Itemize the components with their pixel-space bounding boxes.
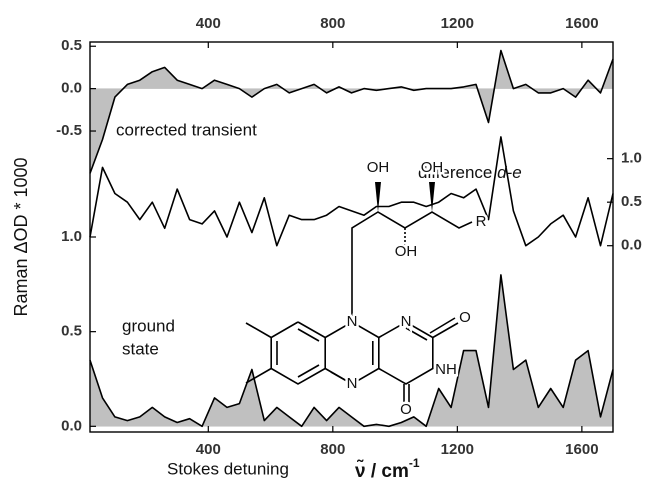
y-tick-label: -0.5 — [56, 122, 82, 139]
atom-label: N — [347, 375, 358, 392]
y2-tick-label: 1.0 — [621, 150, 642, 167]
x-tick-label: 1200 — [441, 441, 474, 458]
wedge — [375, 182, 381, 212]
atom-label: OH — [367, 159, 390, 176]
x-tick-label: 1600 — [565, 15, 598, 32]
atom-label: N — [347, 313, 358, 330]
x-tick-label: 1600 — [565, 441, 598, 458]
x-tick-label: 400 — [196, 441, 221, 458]
wedge — [429, 182, 435, 212]
atom-label: O — [400, 401, 412, 418]
y-tick-label: 0.0 — [61, 80, 82, 97]
atom-label: NH — [435, 361, 457, 378]
atom-label: OH — [421, 159, 444, 176]
x-axis-label: Stokes detuning — [167, 459, 289, 478]
plot — [89, 49, 614, 428]
molecule: OH OH OH R N N N O NH O — [245, 156, 489, 420]
annotation: difference d-e — [418, 163, 522, 182]
y2-tick-label: 0.0 — [621, 237, 642, 254]
atom-label: OH — [395, 243, 418, 260]
spectrum-line — [89, 274, 614, 428]
area-fill — [90, 50, 613, 174]
y-axis-label: Raman ΔOD * 1000 — [11, 157, 31, 316]
y2-tick-label: 0.5 — [621, 193, 642, 210]
x-tick-label: 400 — [196, 15, 221, 32]
x-axis-unit: ν̃ / cm-1 — [355, 456, 420, 482]
x-tick-label: 800 — [320, 441, 345, 458]
spectrum-line — [89, 136, 614, 247]
atom-label: R — [476, 213, 487, 230]
area-fill — [90, 274, 613, 427]
y-tick-label: 0.5 — [61, 323, 82, 340]
y-tick-label: 0.0 — [61, 417, 82, 434]
x-unit: ν̃ / cm — [355, 459, 409, 482]
annotation: corrected transient — [116, 120, 257, 139]
bonds — [245, 211, 473, 404]
y-tick-label: 1.0 — [61, 228, 82, 245]
y-tick-label: 0.5 — [61, 37, 82, 54]
x-unit-exp: -1 — [409, 456, 420, 470]
atom-label: N — [401, 313, 412, 330]
x-tick-label: 1200 — [441, 15, 474, 32]
spectrum-line — [89, 49, 614, 174]
annotation-text: difference — [418, 163, 492, 182]
annotation: state — [122, 339, 159, 358]
atom-label: O — [459, 309, 471, 326]
x-tick-label: 800 — [320, 15, 345, 32]
annotation: ground — [122, 316, 175, 335]
annotation-italic: d-e — [497, 163, 522, 182]
